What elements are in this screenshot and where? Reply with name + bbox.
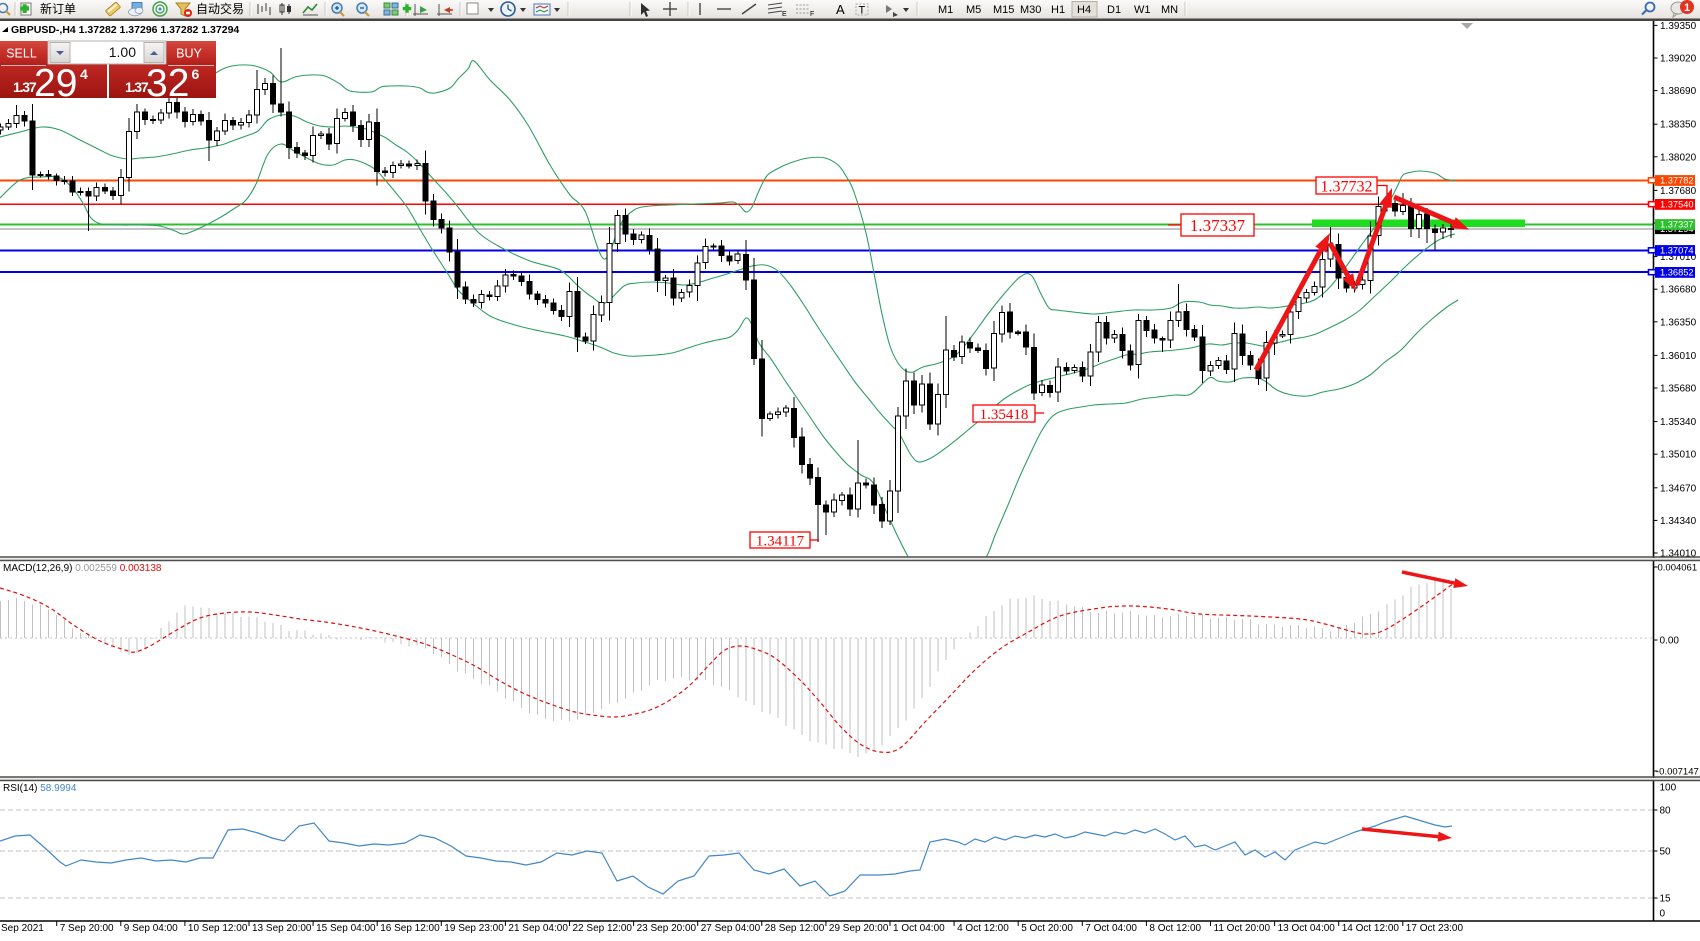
- svg-text:1.36680: 1.36680: [1660, 285, 1697, 296]
- svg-text:A: A: [836, 2, 845, 17]
- svg-text:1.36852: 1.36852: [1660, 268, 1694, 278]
- svg-text:自动交易: 自动交易: [196, 1, 244, 16]
- svg-text:1.37782: 1.37782: [1660, 176, 1694, 186]
- svg-text:32: 32: [146, 62, 189, 105]
- svg-text:4: 4: [80, 66, 88, 82]
- svg-text:0.004061: 0.004061: [1658, 563, 1698, 574]
- svg-text:1.39350: 1.39350: [1660, 21, 1697, 32]
- svg-text:11 Oct 20:00: 11 Oct 20:00: [1214, 923, 1271, 934]
- svg-text:21 Sep 04:00: 21 Sep 04:00: [508, 923, 568, 934]
- svg-text:5 Oct 20:00: 5 Oct 20:00: [1021, 923, 1073, 934]
- svg-text:W1: W1: [1134, 4, 1151, 16]
- svg-text:50: 50: [1660, 847, 1672, 858]
- svg-text:8 Oct 12:00: 8 Oct 12:00: [1149, 923, 1201, 934]
- svg-text:100: 100: [1660, 783, 1677, 794]
- svg-text:1.35340: 1.35340: [1660, 417, 1697, 428]
- svg-text:1.34340: 1.34340: [1660, 516, 1697, 527]
- svg-text:1.39020: 1.39020: [1660, 54, 1697, 65]
- svg-text:0: 0: [1660, 909, 1666, 920]
- svg-text:1.34670: 1.34670: [1660, 483, 1697, 494]
- svg-text:23 Sep 20:00: 23 Sep 20:00: [637, 923, 697, 934]
- svg-text:M15: M15: [993, 4, 1014, 16]
- svg-text:1 Oct 04:00: 1 Oct 04:00: [893, 923, 945, 934]
- svg-text:1.38350: 1.38350: [1660, 120, 1697, 131]
- svg-text:H4: H4: [1077, 4, 1091, 16]
- svg-text:15 Sep 04:00: 15 Sep 04:00: [316, 923, 376, 934]
- svg-text:1.00: 1.00: [109, 44, 136, 60]
- svg-text:19 Sep 23:00: 19 Sep 23:00: [444, 923, 504, 934]
- svg-text:1.34117: 1.34117: [756, 533, 805, 549]
- svg-text:0.00: 0.00: [1660, 636, 1680, 647]
- svg-text:1.36350: 1.36350: [1660, 317, 1697, 328]
- svg-text:7 Oct 04:00: 7 Oct 04:00: [1085, 923, 1137, 934]
- svg-text:13 Sep 20:00: 13 Sep 20:00: [252, 923, 312, 934]
- svg-text:BUY: BUY: [176, 47, 202, 61]
- svg-text:16 Sep 12:00: 16 Sep 12:00: [380, 923, 440, 934]
- svg-text:7 Sep 20:00: 7 Sep 20:00: [60, 923, 114, 934]
- svg-text:F: F: [810, 11, 814, 18]
- svg-text:1.37: 1.37: [13, 79, 37, 95]
- svg-text:1.37540: 1.37540: [1660, 200, 1694, 210]
- svg-text:13 Oct 04:00: 13 Oct 04:00: [1278, 923, 1336, 934]
- svg-text:1.38020: 1.38020: [1660, 152, 1697, 163]
- svg-text:MN: MN: [1161, 4, 1178, 16]
- svg-text:RSI(14) 58.9994: RSI(14) 58.9994: [3, 783, 77, 794]
- svg-text:15: 15: [1660, 894, 1672, 905]
- svg-text:1.37732: 1.37732: [1321, 178, 1373, 195]
- svg-text:1.37010: 1.37010: [1660, 252, 1697, 263]
- svg-text:T: T: [859, 5, 866, 17]
- svg-text:17 Oct 23:00: 17 Oct 23:00: [1406, 923, 1464, 934]
- svg-text:1.38690: 1.38690: [1660, 86, 1697, 97]
- svg-text:1.37: 1.37: [125, 79, 149, 95]
- svg-text:1.35010: 1.35010: [1660, 450, 1697, 461]
- svg-text:H1: H1: [1051, 4, 1065, 16]
- svg-text:29: 29: [34, 62, 77, 105]
- svg-text:27 Sep 04:00: 27 Sep 04:00: [701, 923, 761, 934]
- svg-text:E: E: [782, 11, 787, 18]
- svg-text:GBPUSD-,H4 1.37282 1.37296 1.: GBPUSD-,H4 1.37282 1.37296 1.37282 1.372…: [11, 24, 239, 36]
- svg-text:1.37074: 1.37074: [1660, 246, 1694, 256]
- svg-text:新订单: 新订单: [40, 1, 76, 16]
- svg-text:1.35680: 1.35680: [1660, 384, 1697, 395]
- svg-text:80: 80: [1660, 806, 1672, 817]
- svg-text:9 Sep 04:00: 9 Sep 04:00: [124, 923, 178, 934]
- svg-text:M1: M1: [938, 4, 953, 16]
- svg-text:1.34010: 1.34010: [1660, 549, 1697, 560]
- svg-text:14 Oct 12:00: 14 Oct 12:00: [1342, 923, 1400, 934]
- svg-text:D1: D1: [1107, 4, 1121, 16]
- svg-text:1.35418: 1.35418: [980, 407, 1029, 423]
- svg-text:1.37337: 1.37337: [1660, 220, 1694, 230]
- svg-text:29 Sep 20:00: 29 Sep 20:00: [829, 923, 889, 934]
- svg-text:Sep 2021: Sep 2021: [1, 923, 44, 934]
- svg-text:1.37337: 1.37337: [1190, 216, 1246, 235]
- svg-text:1.37680: 1.37680: [1660, 186, 1697, 197]
- svg-text:6: 6: [192, 66, 200, 82]
- svg-text:SELL: SELL: [6, 47, 37, 61]
- svg-text:MACD(12,26,9) 0.002559 0.00313: MACD(12,26,9) 0.002559 0.003138: [3, 563, 162, 574]
- svg-text:1.36010: 1.36010: [1660, 351, 1697, 362]
- svg-text:-0.007147: -0.007147: [1656, 767, 1699, 778]
- svg-text:28 Sep 12:00: 28 Sep 12:00: [765, 923, 825, 934]
- svg-text:M30: M30: [1020, 4, 1041, 16]
- svg-text:1: 1: [1684, 2, 1690, 14]
- svg-text:M5: M5: [966, 4, 981, 16]
- svg-text:22 Sep 12:00: 22 Sep 12:00: [573, 923, 633, 934]
- svg-text:4 Oct 12:00: 4 Oct 12:00: [957, 923, 1009, 934]
- svg-text:10 Sep 12:00: 10 Sep 12:00: [188, 923, 248, 934]
